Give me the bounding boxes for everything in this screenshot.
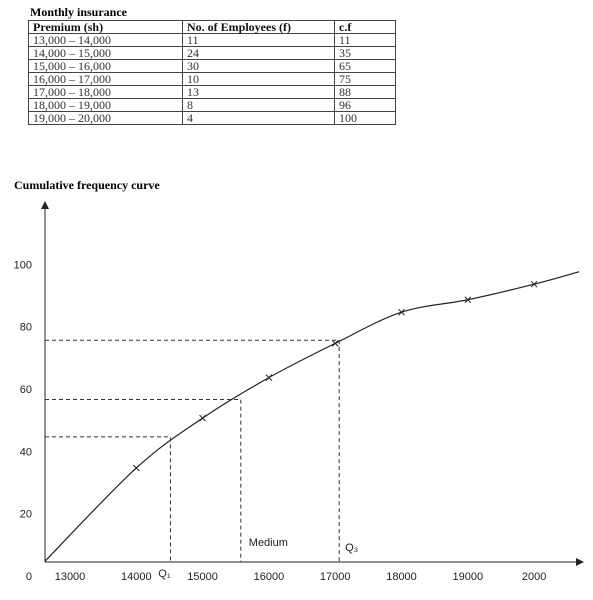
x-tick-label: 17000 — [320, 571, 351, 583]
header-row: Premium (sh) No. of Employees (f) c.f — [28, 20, 396, 34]
annotation-label: Q₃ — [345, 542, 358, 554]
x-tick-label: 2000 — [522, 571, 546, 583]
cross — [331, 340, 339, 347]
cross — [464, 296, 472, 304]
x-tick-label: 16000 — [254, 571, 285, 583]
chart-title: Cumulative frequency curve — [14, 178, 160, 192]
y-tick-label: 20 — [20, 509, 32, 521]
row: 15,000 – 16,000 30 65 — [28, 59, 396, 73]
y-tick-label: 60 — [20, 384, 32, 396]
table-title: Monthly insurance — [30, 5, 128, 19]
x-tick-label: 18000 — [386, 571, 417, 583]
cell: 14,000 – 15,000 — [28, 46, 183, 60]
table: Premium (sh) No. of Employees (f) c.f 13,00… — [28, 20, 396, 125]
y-tick-label: 100 — [14, 259, 32, 271]
cross — [265, 374, 273, 381]
cross — [398, 308, 405, 316]
dashed-guide — [45, 398, 242, 562]
cross — [132, 464, 140, 472]
x-tick-label: 19000 — [453, 571, 484, 583]
cross — [199, 414, 206, 422]
dashed-guide — [45, 339, 340, 562]
y-tick-label: 0 — [26, 571, 32, 583]
annotation-label: Medium — [249, 537, 288, 549]
cross — [530, 280, 538, 288]
cell: 19,000 – 20,000 — [28, 111, 183, 125]
x-tick-label: 15000 — [187, 571, 218, 583]
cell: 100 — [334, 111, 396, 125]
y-tick-label: 40 — [20, 446, 32, 458]
x-tick-label: 14000 — [121, 571, 152, 583]
row: 19,000 – 20,000 4 100 — [28, 111, 396, 125]
row: 14,000 – 15,000 24 35 — [28, 46, 396, 60]
annotation-label: Q₁ — [158, 568, 171, 580]
curve — [44, 271, 580, 562]
header-cell: No. of Employees (f) — [182, 20, 335, 34]
cell: 15,000 – 16,000 — [28, 59, 183, 73]
x-tick-label: 13000 — [55, 571, 86, 583]
cell: 16,000 – 17,000 — [28, 72, 183, 86]
dashed-guide — [45, 436, 171, 562]
cell: 17,000 – 18,000 — [28, 85, 183, 99]
y-tick-label: 80 — [20, 322, 32, 334]
cell: 4 — [182, 111, 335, 125]
